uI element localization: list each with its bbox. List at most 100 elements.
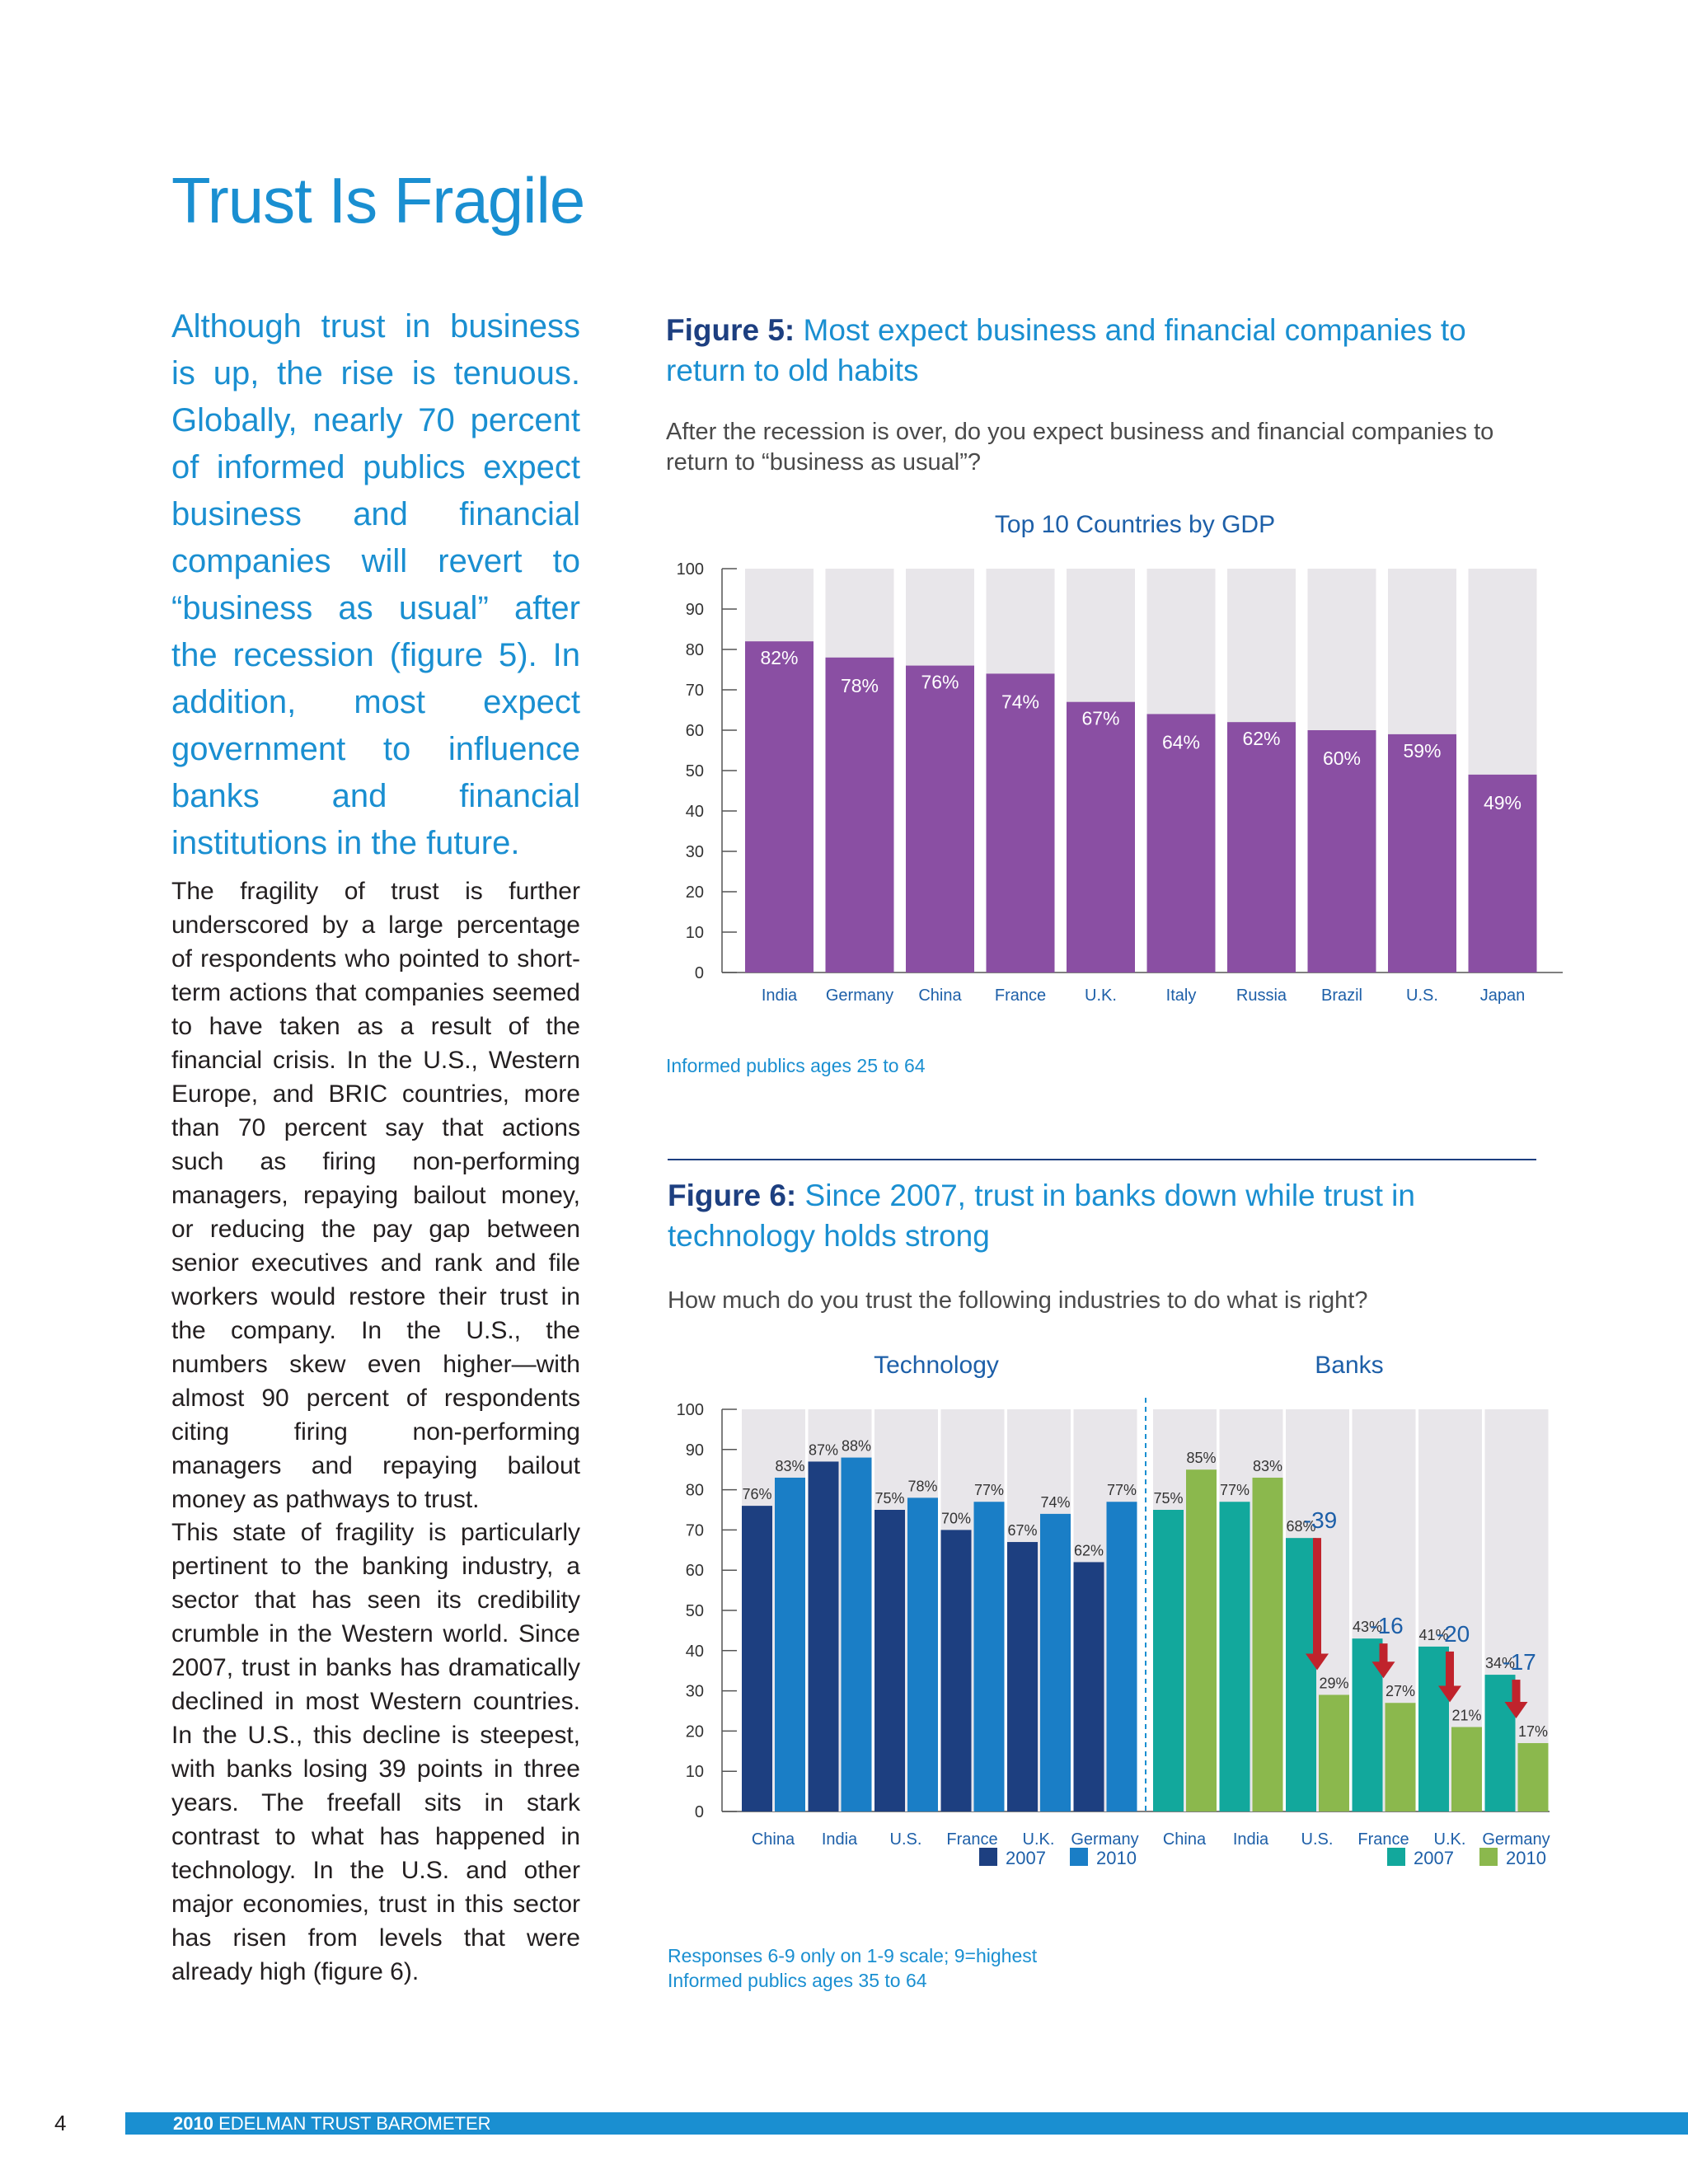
- fig6-decline-label: -39: [1304, 1507, 1337, 1533]
- fig6-value-label: 27%: [1386, 1683, 1415, 1699]
- fig5-x-tick-label: Germany: [826, 987, 893, 1005]
- fig5-value-label: 67%: [1081, 708, 1119, 729]
- fig6-y-tick-label: 60: [686, 1562, 704, 1580]
- fig6-value-label: 75%: [874, 1490, 904, 1507]
- fig5-bar: [825, 657, 894, 972]
- fig6-decline-arrow-shaft: [1379, 1643, 1388, 1664]
- fig6-bar: [1186, 1469, 1217, 1811]
- fig6-x-tick-label: Germany: [1482, 1830, 1550, 1849]
- fig6-y-tick-label: 20: [686, 1722, 704, 1741]
- fig6-x-tick-label: India: [1233, 1830, 1269, 1849]
- fig6-title-block: Figure 6: Since 2007, trust in banks dow…: [668, 1175, 1541, 1256]
- fig6-decline-arrow-head: [1504, 1702, 1528, 1719]
- fig6-bar: [874, 1510, 905, 1811]
- footer-bar: 2010 EDELMAN TRUST BAROMETER: [125, 2112, 1688, 2135]
- fig5-y-tick-label: 40: [686, 803, 704, 821]
- fig5-y-tick-label: 10: [686, 924, 704, 942]
- fig6-bar: [742, 1506, 772, 1811]
- fig6-value-label: 67%: [1007, 1522, 1037, 1539]
- fig5-value-label: 78%: [841, 675, 879, 696]
- fig6-decline-arrow-head: [1372, 1661, 1395, 1679]
- fig5-bar: [745, 641, 814, 972]
- fig5-x-tick-label: India: [762, 987, 798, 1005]
- fig5-chart: Top 10 Countries by GDP 0 10 20 30 40 50 60 70 80…: [677, 511, 1563, 1005]
- footer-year: 2010: [173, 2113, 213, 2134]
- fig5-value-label: 76%: [921, 672, 959, 693]
- fig5-y-tick-label: 70: [686, 682, 704, 700]
- page-number: 4: [54, 2111, 67, 2135]
- fig6-bar: [1153, 1510, 1184, 1811]
- fig6-x-tick-label: U.S.: [890, 1830, 922, 1849]
- fig6-x-tick-label: France: [946, 1830, 997, 1849]
- fig6-bar: [1007, 1542, 1038, 1811]
- fig5-y-tick-label: 90: [686, 601, 704, 619]
- body-paragraph-1: The fragility of trust is further unders…: [171, 878, 580, 1513]
- fig6-bar: [940, 1530, 972, 1811]
- fig5-y-tick-label: 30: [686, 843, 704, 861]
- footer-text: EDELMAN TRUST BAROMETER: [218, 2113, 491, 2134]
- fig6-value-label: 78%: [907, 1478, 937, 1494]
- fig6-legend-swatch: [1387, 1848, 1405, 1866]
- fig6-bar: [1418, 1646, 1449, 1811]
- fig6-bar: [907, 1497, 938, 1811]
- fig5-title-block: Figure 5: Most expect business and finan…: [666, 310, 1490, 391]
- fig5-bar: [906, 665, 974, 972]
- fig6-x-tick-label: U.K.: [1023, 1830, 1055, 1849]
- fig6-value-label: 21%: [1451, 1708, 1481, 1724]
- fig6-decline-arrow-head: [1306, 1653, 1329, 1671]
- fig5-title: Most expect business and financial compa…: [666, 313, 1466, 387]
- fig6-bar: [1484, 1675, 1516, 1811]
- fig6-bar: [1385, 1703, 1416, 1811]
- body-paragraph-2: This state of fragility is particularly …: [171, 1519, 580, 1985]
- fig6-x-tick-label: France: [1357, 1830, 1409, 1849]
- fig6-value-label: 83%: [1253, 1458, 1282, 1474]
- fig6-value-label: 17%: [1518, 1723, 1548, 1740]
- fig6-bar: [1073, 1562, 1104, 1811]
- fig5-chart-title: Top 10 Countries by GDP: [995, 511, 1275, 538]
- fig6-decline-label: -17: [1503, 1649, 1536, 1675]
- fig5-y-tick-label: 60: [686, 722, 704, 740]
- fig6-legend-label: 2010: [1506, 1848, 1546, 1868]
- fig6-value-label: 85%: [1186, 1450, 1216, 1466]
- fig5-x-tick-label: China: [918, 987, 962, 1005]
- fig6-decline-arrow-head: [1438, 1685, 1461, 1703]
- fig6-title: Since 2007, trust in banks down while tr…: [668, 1179, 1415, 1253]
- fig6-value-label: 41%: [1418, 1627, 1448, 1643]
- fig5-note: Informed publics ages 25 to 64: [666, 1055, 926, 1076]
- fig5-value-label: 82%: [760, 647, 798, 668]
- fig6-bar: [808, 1461, 839, 1811]
- fig6-decline-label: -16: [1370, 1613, 1403, 1638]
- fig6-value-label: 83%: [775, 1458, 804, 1474]
- fig5-y-tick-label: 50: [686, 762, 704, 780]
- fig6-legend-swatch: [1070, 1848, 1088, 1866]
- fig6-bar: [841, 1457, 872, 1811]
- fig6-value-label: 34%: [1485, 1655, 1515, 1671]
- fig6-value-label: 77%: [1107, 1482, 1137, 1498]
- fig6-legend-label: 2010: [1096, 1848, 1137, 1868]
- fig6-bar: [1451, 1727, 1482, 1811]
- fig5-x-tick-label: France: [995, 987, 1046, 1005]
- fig5-y-tick-label: 20: [686, 883, 704, 902]
- fig6-bar: [1219, 1502, 1250, 1811]
- fig6-legend-swatch: [1479, 1848, 1498, 1866]
- fig6-value-label: 29%: [1319, 1675, 1348, 1691]
- fig6-x-tick-label: Germany: [1071, 1830, 1138, 1849]
- fig6-legend-label: 2007: [1006, 1848, 1046, 1868]
- fig6-bar: [1252, 1477, 1283, 1811]
- fig5-bar: [1468, 774, 1537, 972]
- fig6-value-label: 77%: [1220, 1482, 1250, 1498]
- fig6-value-label: 87%: [809, 1441, 838, 1458]
- fig5-bar: [986, 673, 1055, 972]
- fig6-bar: [1517, 1743, 1549, 1811]
- fig6-x-tick-label: China: [1163, 1830, 1207, 1849]
- fig5-value-label: 49%: [1484, 792, 1522, 813]
- fig6-x-tick-label: China: [752, 1830, 795, 1849]
- fig5-y-tick-label: 100: [677, 560, 704, 579]
- fig5-question: After the recession is over, do you expe…: [666, 419, 1494, 476]
- fig6-value-label: 75%: [1153, 1490, 1183, 1507]
- fig6-y-tick-label: 50: [686, 1602, 704, 1620]
- fig6-legend-label: 2007: [1414, 1848, 1454, 1868]
- fig6-y-tick-label: 90: [686, 1441, 704, 1460]
- page-title: Trust Is Fragile: [171, 164, 585, 237]
- fig5-value-label: 59%: [1403, 740, 1441, 762]
